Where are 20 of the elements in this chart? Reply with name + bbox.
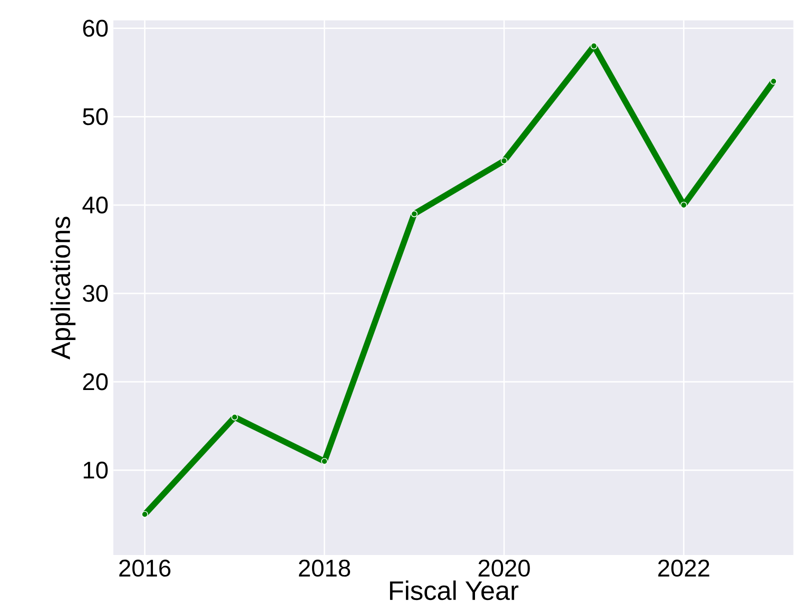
- point: [500, 158, 508, 164]
- point: [770, 78, 777, 85]
- y-axis-title: Applications: [50, 216, 76, 360]
- y-tick-label: 10: [84, 462, 108, 479]
- y-tick-label: 60: [83, 20, 108, 37]
- x-tick-label: 2018: [298, 560, 350, 577]
- x-tick-label: 2016: [119, 560, 170, 577]
- point: [680, 202, 688, 208]
- point: [141, 511, 148, 518]
- y-tick-label: 30: [82, 284, 108, 302]
- y-tick-label: 20: [83, 373, 108, 390]
- point: [231, 414, 238, 420]
- point: [321, 458, 328, 465]
- y-tick-label: 40: [82, 196, 108, 214]
- x-tick-label: 2022: [658, 560, 710, 577]
- x-axis-title: Fiscal Year: [390, 580, 518, 600]
- y-tick-label: 50: [82, 108, 108, 126]
- point: [410, 210, 418, 218]
- point: [590, 42, 598, 50]
- x-tick-label: 2020: [478, 560, 530, 577]
